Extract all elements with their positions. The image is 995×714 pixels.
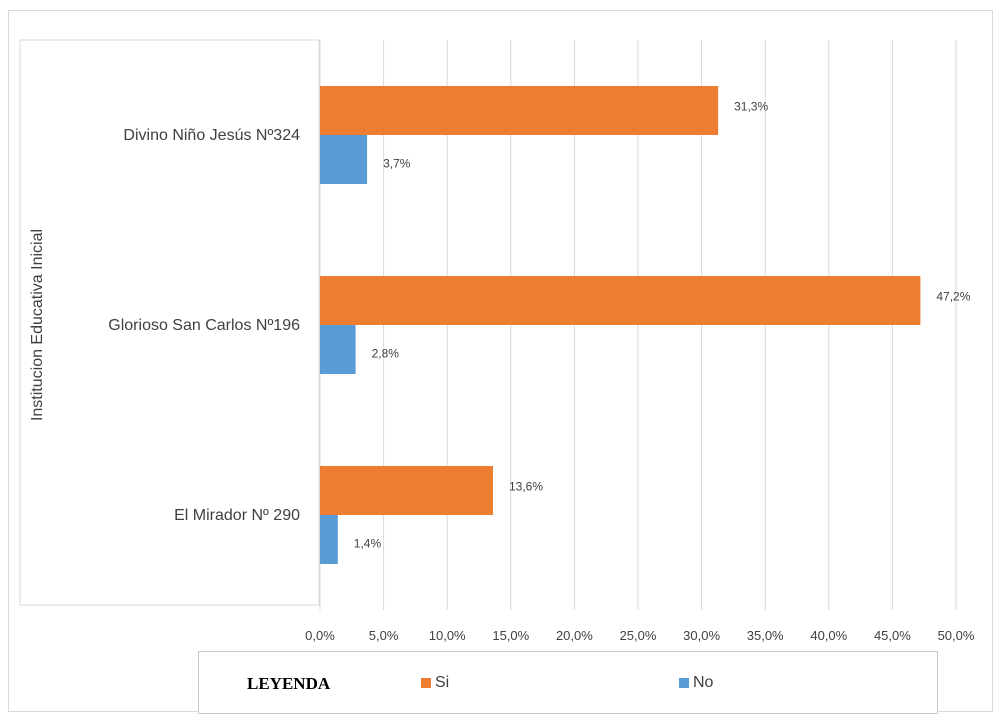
data-label: 31,3% [734, 100, 768, 114]
category-label: El Mirador Nº 290 [174, 507, 300, 524]
x-tick-label: 0,0% [305, 628, 335, 643]
legend-label-no: No [693, 674, 714, 691]
legend: LEYENDA Si No [198, 651, 938, 714]
bar-no [320, 325, 356, 374]
bar-si [320, 466, 493, 515]
legend-item-no: No [679, 674, 713, 692]
bar-si [320, 276, 921, 325]
data-label: 13,6% [509, 480, 543, 494]
x-tick-label: 15,0% [492, 628, 529, 643]
y-axis-title: Institucion Educativa Inicial [29, 229, 46, 421]
x-tick-label: 50,0% [938, 628, 975, 643]
x-tick-label: 30,0% [683, 628, 720, 643]
x-tick-label: 40,0% [810, 628, 847, 643]
x-tick-label: 20,0% [556, 628, 593, 643]
data-label: 1,4% [354, 537, 382, 551]
bar-no [320, 515, 338, 564]
category-label: Divino Niño Jesús Nº324 [123, 127, 300, 144]
data-label: 2,8% [372, 347, 400, 361]
bar-no [320, 135, 368, 184]
legend-swatch-no [679, 678, 689, 688]
legend-item-si: Si [421, 674, 449, 692]
legend-title: LEYENDA [247, 674, 331, 693]
bars: 31,3% 3,7% 47,2% 2,8% 13,6% 1,4% [320, 86, 971, 564]
legend-label-si: Si [435, 674, 450, 691]
category-labels: Divino Niño Jesús Nº324 Glorioso San Carl… [108, 127, 300, 524]
x-tick-label: 10,0% [429, 628, 466, 643]
category-panel [19, 39, 320, 606]
legend-swatch-si [421, 678, 431, 688]
category-label: Glorioso San Carlos Nº196 [108, 317, 300, 334]
x-tick-label: 25,0% [620, 628, 657, 643]
x-tick-label: 5,0% [369, 628, 399, 643]
data-label: 47,2% [936, 290, 970, 304]
x-tick-label: 45,0% [874, 628, 911, 643]
x-tick-labels: 0,0% 5,0% 10,0% 15,0% 20,0% 25,0% 30,0% 35,0% 40… [305, 628, 975, 643]
x-tick-label: 35,0% [747, 628, 784, 643]
bar-si [320, 86, 719, 135]
data-label: 3,7% [383, 157, 411, 171]
